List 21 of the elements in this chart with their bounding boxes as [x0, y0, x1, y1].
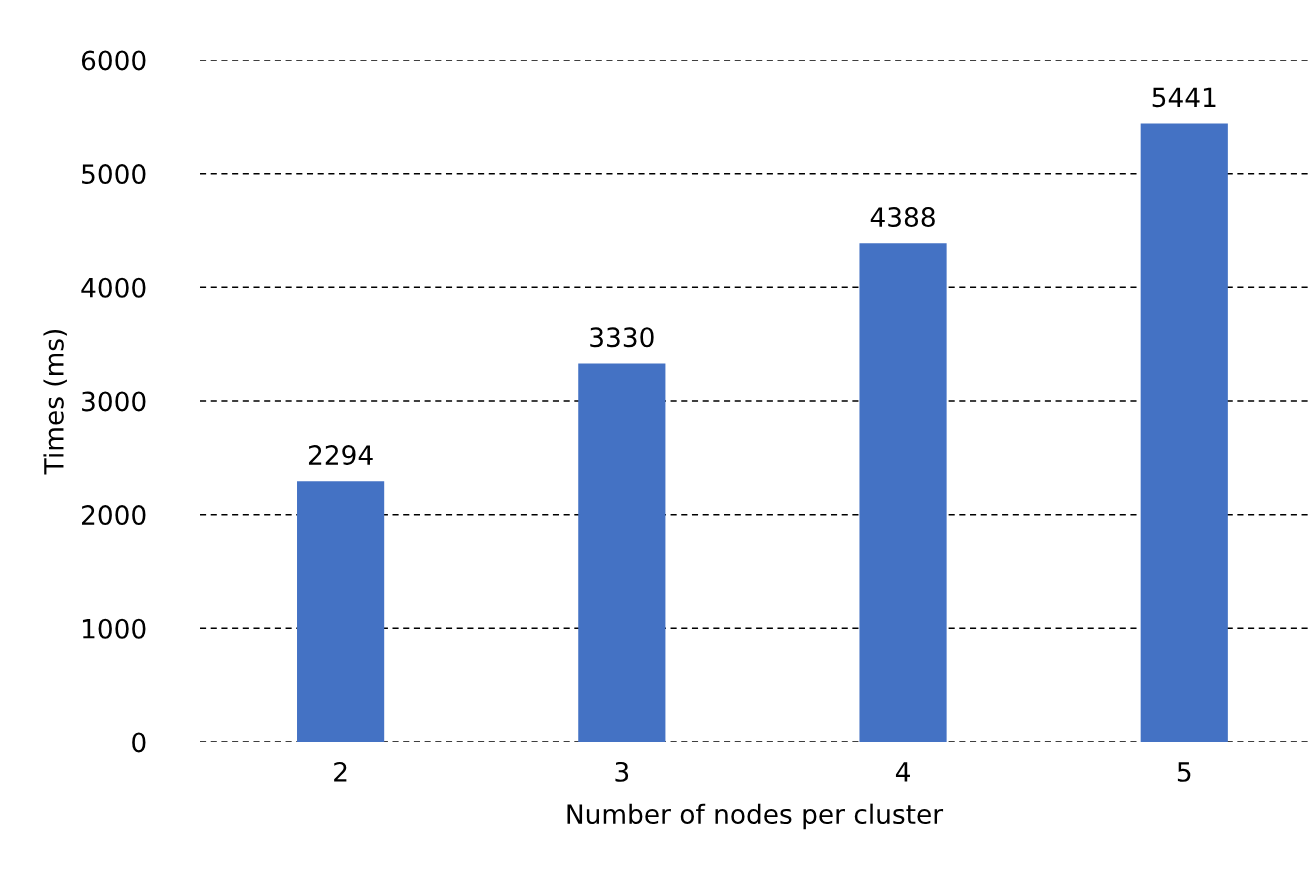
data-label: 4388: [870, 207, 935, 228]
y-tick-label: 3000: [82, 391, 146, 412]
data-label: 5441: [1152, 87, 1216, 108]
x-tick-label: 3: [615, 761, 629, 782]
x-tick-label: 2: [334, 761, 347, 782]
bar: [297, 481, 385, 742]
x-tick-label: 4: [895, 762, 910, 782]
y-tick-label: 2000: [82, 505, 146, 526]
x-tick-label: 5: [1177, 762, 1191, 782]
y-tick-label: 4000: [81, 277, 146, 298]
y-axis-title: Times (ms): [43, 329, 67, 475]
y-tick-label: 5000: [82, 164, 146, 185]
data-label: 2294: [308, 445, 373, 466]
y-tick-label: 6000: [81, 50, 146, 71]
bar: [578, 363, 666, 742]
data-label: 3330: [590, 327, 654, 348]
bar: [1140, 123, 1228, 742]
bar: [859, 243, 947, 742]
x-axis-title: Number of nodes per cluster: [567, 803, 944, 830]
y-tick-label: 1000: [82, 618, 146, 639]
y-tick-label: 0: [132, 732, 146, 753]
